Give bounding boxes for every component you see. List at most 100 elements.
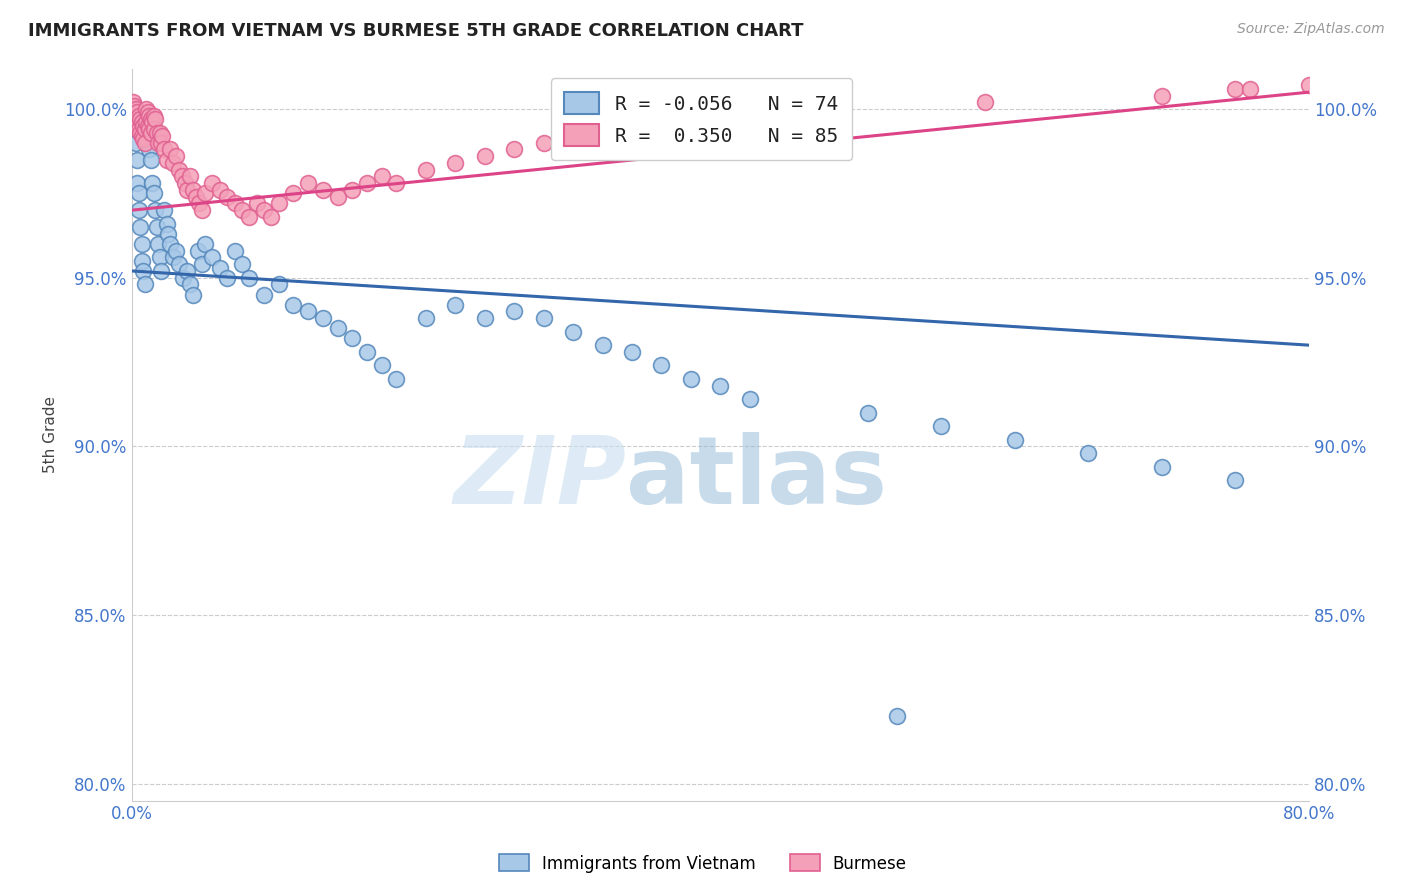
Point xyxy=(709,378,731,392)
Point xyxy=(474,311,496,326)
Point xyxy=(224,196,246,211)
Point xyxy=(194,236,217,251)
Point xyxy=(267,196,290,211)
Point xyxy=(134,136,156,150)
Point xyxy=(650,122,672,136)
Point xyxy=(132,264,155,278)
Point xyxy=(124,98,146,112)
Point xyxy=(253,203,276,218)
Text: atlas: atlas xyxy=(626,433,887,524)
Point xyxy=(148,251,170,265)
Point xyxy=(231,203,253,218)
Point xyxy=(738,392,761,406)
Point xyxy=(132,119,155,133)
Point xyxy=(129,126,152,140)
Point xyxy=(562,325,585,339)
Point xyxy=(238,270,260,285)
Point xyxy=(146,236,169,251)
Point xyxy=(503,143,526,157)
Point xyxy=(131,115,153,129)
Point xyxy=(134,277,156,292)
Point xyxy=(312,311,335,326)
Point xyxy=(122,109,145,123)
Point xyxy=(260,210,283,224)
Point xyxy=(139,112,162,127)
Point xyxy=(157,227,180,241)
Point xyxy=(974,95,997,110)
Point xyxy=(191,203,214,218)
Point xyxy=(356,345,378,359)
Point xyxy=(183,183,205,197)
Point xyxy=(385,372,408,386)
Point xyxy=(201,251,224,265)
Point xyxy=(156,153,179,167)
Point xyxy=(131,236,153,251)
Point xyxy=(1077,446,1099,460)
Point xyxy=(173,176,195,190)
Point xyxy=(125,115,148,129)
Point xyxy=(267,277,290,292)
Point xyxy=(356,176,378,190)
Point xyxy=(176,264,198,278)
Point xyxy=(125,122,148,136)
Point xyxy=(592,338,614,352)
Point xyxy=(131,253,153,268)
Point xyxy=(176,183,198,197)
Point xyxy=(153,203,176,218)
Point xyxy=(132,132,155,146)
Point xyxy=(139,126,162,140)
Point xyxy=(129,220,152,235)
Point xyxy=(679,115,702,129)
Point xyxy=(159,236,181,251)
Point xyxy=(129,112,152,127)
Point xyxy=(709,109,731,123)
Point xyxy=(186,190,208,204)
Point xyxy=(253,287,276,301)
Point xyxy=(444,156,467,170)
Point xyxy=(208,260,231,275)
Point xyxy=(128,122,150,136)
Point xyxy=(1004,433,1026,447)
Point xyxy=(124,115,146,129)
Point xyxy=(592,136,614,150)
Point xyxy=(217,270,239,285)
Point xyxy=(1150,459,1173,474)
Point xyxy=(135,119,157,133)
Point xyxy=(148,126,170,140)
Point xyxy=(127,153,149,167)
Point xyxy=(128,203,150,218)
Point xyxy=(1239,82,1261,96)
Point xyxy=(128,186,150,201)
Point xyxy=(533,311,555,326)
Point xyxy=(297,304,319,318)
Point xyxy=(224,244,246,258)
Point xyxy=(886,709,908,723)
Point xyxy=(138,109,160,123)
Point xyxy=(162,251,184,265)
Point xyxy=(134,122,156,136)
Point xyxy=(156,217,179,231)
Point xyxy=(238,210,260,224)
Text: IMMIGRANTS FROM VIETNAM VS BURMESE 5TH GRADE CORRELATION CHART: IMMIGRANTS FROM VIETNAM VS BURMESE 5TH G… xyxy=(28,22,804,40)
Point xyxy=(172,270,194,285)
Point xyxy=(125,136,148,150)
Point xyxy=(474,149,496,163)
Point xyxy=(187,244,209,258)
Point xyxy=(127,105,149,120)
Point xyxy=(142,186,165,201)
Point xyxy=(143,203,166,218)
Point xyxy=(135,115,157,129)
Point xyxy=(179,169,201,184)
Point xyxy=(503,304,526,318)
Point xyxy=(149,264,172,278)
Point xyxy=(124,112,146,127)
Point xyxy=(562,143,585,157)
Point xyxy=(188,196,211,211)
Point xyxy=(131,128,153,143)
Point xyxy=(1327,75,1350,89)
Point xyxy=(159,143,181,157)
Point xyxy=(415,311,437,326)
Point xyxy=(165,244,187,258)
Point xyxy=(162,156,184,170)
Point xyxy=(620,345,643,359)
